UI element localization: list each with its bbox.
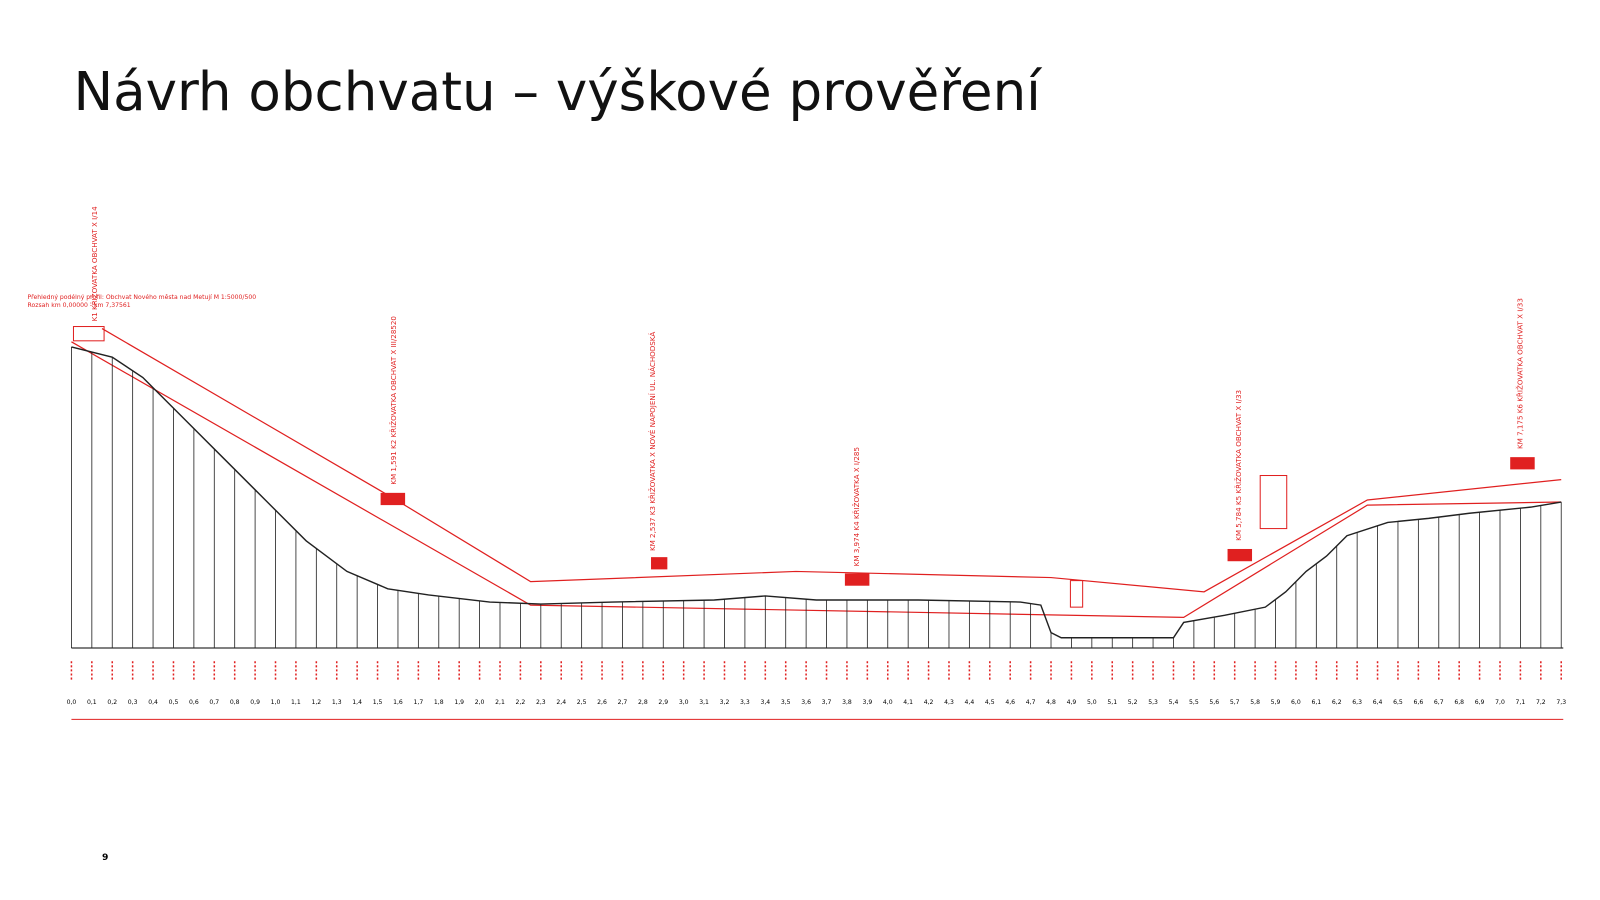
station-label: 2,5 bbox=[577, 699, 587, 706]
station-label: 6,1 bbox=[1311, 699, 1321, 706]
station-label: 6,5 bbox=[1393, 699, 1403, 706]
station-label: 0,5 bbox=[169, 699, 179, 706]
station-label: 5,8 bbox=[1250, 699, 1260, 706]
station-label: 6,0 bbox=[1291, 699, 1301, 706]
station-label: 1,6 bbox=[393, 699, 403, 706]
station-label: 6,7 bbox=[1434, 699, 1444, 706]
design-line bbox=[71, 341, 1562, 618]
station-label: 2,6 bbox=[597, 699, 607, 706]
station-label: 0,2 bbox=[107, 699, 117, 706]
station-label: 4,7 bbox=[1026, 699, 1036, 706]
marker bbox=[844, 573, 870, 586]
station-label: 2,9 bbox=[658, 699, 668, 706]
station-label: 2,0 bbox=[475, 699, 485, 706]
station-label: 3,1 bbox=[699, 699, 709, 706]
station-label: 3,2 bbox=[720, 699, 730, 706]
station-label: 1,5 bbox=[373, 699, 383, 706]
station-label: 2,4 bbox=[556, 699, 566, 706]
station-label: 3,3 bbox=[740, 699, 750, 706]
station-label: 1,0 bbox=[271, 699, 281, 706]
station-label: 4,8 bbox=[1046, 699, 1056, 706]
crossing-label: KM 1,591 K2 KŘIŽOVATKA OBCHVAT X III/285… bbox=[389, 316, 398, 485]
station-label: 6,9 bbox=[1475, 699, 1485, 706]
crossing-label: KM 5,784 K5 KŘIŽOVATKA OBCHVAT X I/33 bbox=[1234, 390, 1243, 541]
crossing-label: KM 2,537 K3 KŘIŽOVATKA X NOVÉ NAPOJENÍ U… bbox=[648, 332, 657, 551]
station-label: 2,3 bbox=[536, 699, 546, 706]
station-label: 4,0 bbox=[883, 699, 893, 706]
station-label: 4,2 bbox=[924, 699, 934, 706]
station-label: 0,3 bbox=[128, 699, 138, 706]
station-label: 0,8 bbox=[230, 699, 240, 706]
caption: Rozsah km 0,00000 - km 7,37561 bbox=[28, 302, 131, 309]
caption: Přehledný podélný profil: Obchvat Nového… bbox=[28, 293, 257, 301]
station-label: 2,7 bbox=[618, 699, 628, 706]
station-label: 3,4 bbox=[760, 699, 770, 706]
station-label: 0,7 bbox=[209, 699, 219, 706]
note-box bbox=[1259, 475, 1288, 530]
crossing-label: KM 3,974 K4 KŘIŽOVATKA X I/285 bbox=[852, 447, 861, 566]
crossing-label: KM 7,175 K6 KŘIŽOVATKA OBCHVAT X I/33 bbox=[1515, 298, 1524, 449]
marker bbox=[1227, 548, 1253, 562]
marker bbox=[651, 557, 668, 570]
station-label: 3,7 bbox=[822, 699, 832, 706]
station-label: 4,9 bbox=[1067, 699, 1077, 706]
station-label: 0,9 bbox=[250, 699, 260, 706]
station-label: 1,8 bbox=[434, 699, 444, 706]
station-label: 4,4 bbox=[965, 699, 975, 706]
station-label: 5,2 bbox=[1128, 699, 1138, 706]
station-label: 4,6 bbox=[1005, 699, 1015, 706]
page-number: 9 bbox=[102, 852, 108, 863]
note-box bbox=[1069, 580, 1084, 608]
station-label: 5,9 bbox=[1271, 699, 1281, 706]
station-label: 2,8 bbox=[638, 699, 648, 706]
station-label: 5,3 bbox=[1148, 699, 1158, 706]
station-label: 5,5 bbox=[1189, 699, 1199, 706]
station-label: 1,9 bbox=[454, 699, 464, 706]
station-label: 4,1 bbox=[903, 699, 913, 706]
station-label: 5,0 bbox=[1087, 699, 1097, 706]
station-label: 2,2 bbox=[516, 699, 526, 706]
design-line bbox=[101, 328, 1562, 593]
station-label: 7,2 bbox=[1536, 699, 1546, 706]
station-label: 1,3 bbox=[332, 699, 342, 706]
station-label: 6,6 bbox=[1414, 699, 1424, 706]
station-label: 1,1 bbox=[291, 699, 301, 706]
station-label: 0,0 bbox=[67, 699, 77, 706]
crossing-label: K1 KŘIŽOVATKA OBCHVAT X I/14 bbox=[90, 206, 99, 322]
station-label: 1,7 bbox=[414, 699, 424, 706]
station-label: 6,3 bbox=[1352, 699, 1362, 706]
station-label: 6,2 bbox=[1332, 699, 1342, 706]
station-label: 7,0 bbox=[1495, 699, 1505, 706]
station-label: 3,8 bbox=[842, 699, 852, 706]
marker bbox=[1510, 457, 1535, 470]
station-label: 0,6 bbox=[189, 699, 199, 706]
station-label: 2,1 bbox=[495, 699, 505, 706]
station-label: 7,1 bbox=[1516, 699, 1526, 706]
station-label: 6,8 bbox=[1454, 699, 1464, 706]
box bbox=[72, 326, 105, 342]
station-label: 7,3 bbox=[1556, 699, 1566, 706]
station-label: 4,5 bbox=[985, 699, 995, 706]
station-label: 0,4 bbox=[148, 699, 158, 706]
slide-title: Návrh obchvatu – výškové prověření bbox=[73, 61, 1043, 123]
station-label: 1,2 bbox=[311, 699, 321, 706]
station-label: 6,4 bbox=[1373, 699, 1383, 706]
station-label: 5,7 bbox=[1230, 699, 1240, 706]
station-label: 3,5 bbox=[781, 699, 791, 706]
profile: 0,0 0,1 0,2 0,3 0,4 0,5 0,6 0,7 0,8 0,9 1,0 1,1 1,2 1… bbox=[67, 206, 1566, 720]
station-label: 3,0 bbox=[679, 699, 689, 706]
station-label: 5,6 bbox=[1209, 699, 1219, 706]
station-label: 3,9 bbox=[862, 699, 872, 706]
station-label: 0,1 bbox=[87, 699, 97, 706]
station-label: 5,4 bbox=[1169, 699, 1179, 706]
station-label: 3,6 bbox=[801, 699, 811, 706]
station-label: 1,4 bbox=[352, 699, 362, 706]
station-label: 4,3 bbox=[944, 699, 954, 706]
station-label: 5,1 bbox=[1107, 699, 1117, 706]
marker bbox=[380, 492, 406, 506]
